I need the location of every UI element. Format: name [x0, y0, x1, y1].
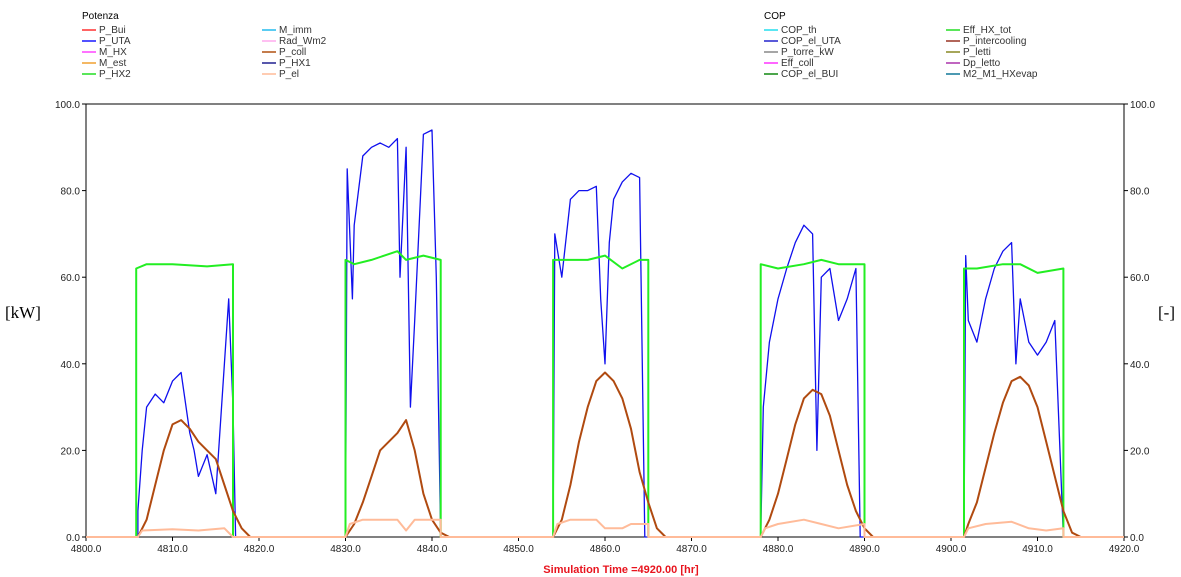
legend-right-item-label-4: COP_el_BUI	[781, 69, 838, 80]
legend-right-item-label-2: P_torre_kW	[781, 47, 834, 58]
y-tick-label-left-4: 80.0	[61, 187, 81, 198]
y-tick-label-right-5: 100.0	[1130, 100, 1155, 111]
legend-left-item-label-6: Rad_Wm2	[279, 36, 327, 47]
legend-title-potenza: Potenza	[82, 11, 119, 22]
y-tick-label-right-0: 0.0	[1130, 533, 1144, 544]
x-tick-label-11: 4910.0	[1022, 544, 1053, 555]
legend-right-item-label-7: P_letti	[963, 47, 991, 58]
y-tick-label-right-1: 20.0	[1130, 446, 1150, 457]
legend-right-item-label-3: Eff_coll	[781, 58, 814, 69]
legend-left-item-label-8: P_HX1	[279, 58, 311, 69]
legend-right-item-label-9: M2_M1_HXevap	[963, 69, 1038, 80]
y-tick-label-left-2: 40.0	[61, 360, 81, 371]
series-line-p-uta	[86, 129, 1124, 538]
legend-right-item-label-1: COP_el_UTA	[781, 36, 841, 47]
legend-title-cop: COP	[764, 11, 786, 22]
x-tick-label-12: 4920.0	[1109, 544, 1140, 555]
legend-left-item-label-5: M_imm	[279, 25, 312, 36]
series-line-p-hx2	[86, 250, 1124, 538]
legend-right-item-label-0: COP_th	[781, 25, 817, 36]
y-tick-label-left-5: 100.0	[55, 100, 80, 111]
x-tick-label-5: 4850.0	[503, 544, 534, 555]
series-line-p-el	[86, 518, 1124, 538]
legend-left-item-label-0: P_Bui	[99, 25, 126, 36]
legend-right-item-label-6: P_intercooling	[963, 36, 1026, 47]
legend-left-item-label-9: P_el	[279, 69, 299, 80]
x-tick-label-6: 4860.0	[590, 544, 621, 555]
y-tick-label-right-4: 80.0	[1130, 187, 1150, 198]
x-tick-label-9: 4890.0	[849, 544, 880, 555]
legend-left-item-label-7: P_coll	[279, 47, 306, 58]
x-tick-label-1: 4810.0	[157, 544, 188, 555]
x-tick-label-0: 4800.0	[71, 544, 102, 555]
series-line-p-coll	[86, 371, 1124, 538]
y-axis-label-left: [kW]	[5, 303, 41, 322]
y-tick-label-left-0: 0.0	[66, 533, 80, 544]
y-tick-label-right-3: 60.0	[1130, 273, 1150, 284]
legend-left-item-label-4: P_HX2	[99, 69, 131, 80]
legend-left-item-label-2: M_HX	[99, 47, 127, 58]
axis-ticks: 4800.0 4810.0 4820.0 4830.0 4840.0 4850.0 4860…	[55, 100, 1155, 555]
legend-right: COP_thCOP_el_UTAP_torre_kWEff_collCOP_el…	[764, 25, 1038, 80]
legend-left-item-label-1: P_UTA	[99, 36, 131, 47]
y-tick-label-left-3: 60.0	[61, 273, 81, 284]
legend-right-item-label-5: Eff_HX_tot	[963, 25, 1011, 36]
x-tick-label-10: 4900.0	[936, 544, 967, 555]
y-tick-label-right-2: 40.0	[1130, 360, 1150, 371]
legend-left-item-label-3: M_est	[99, 58, 126, 69]
simulation-time-footer: Simulation Time =4920.00 [hr]	[543, 564, 699, 576]
legend-right-item-label-8: Dp_letto	[963, 58, 1001, 69]
x-tick-label-4: 4840.0	[417, 544, 448, 555]
y-axis-label-right: [-]	[1158, 303, 1175, 322]
series-layer	[86, 129, 1124, 538]
x-tick-label-7: 4870.0	[676, 544, 707, 555]
x-tick-label-2: 4820.0	[244, 544, 275, 555]
x-tick-label-8: 4880.0	[763, 544, 794, 555]
x-tick-label-3: 4830.0	[330, 544, 361, 555]
y-tick-label-left-1: 20.0	[61, 446, 81, 457]
